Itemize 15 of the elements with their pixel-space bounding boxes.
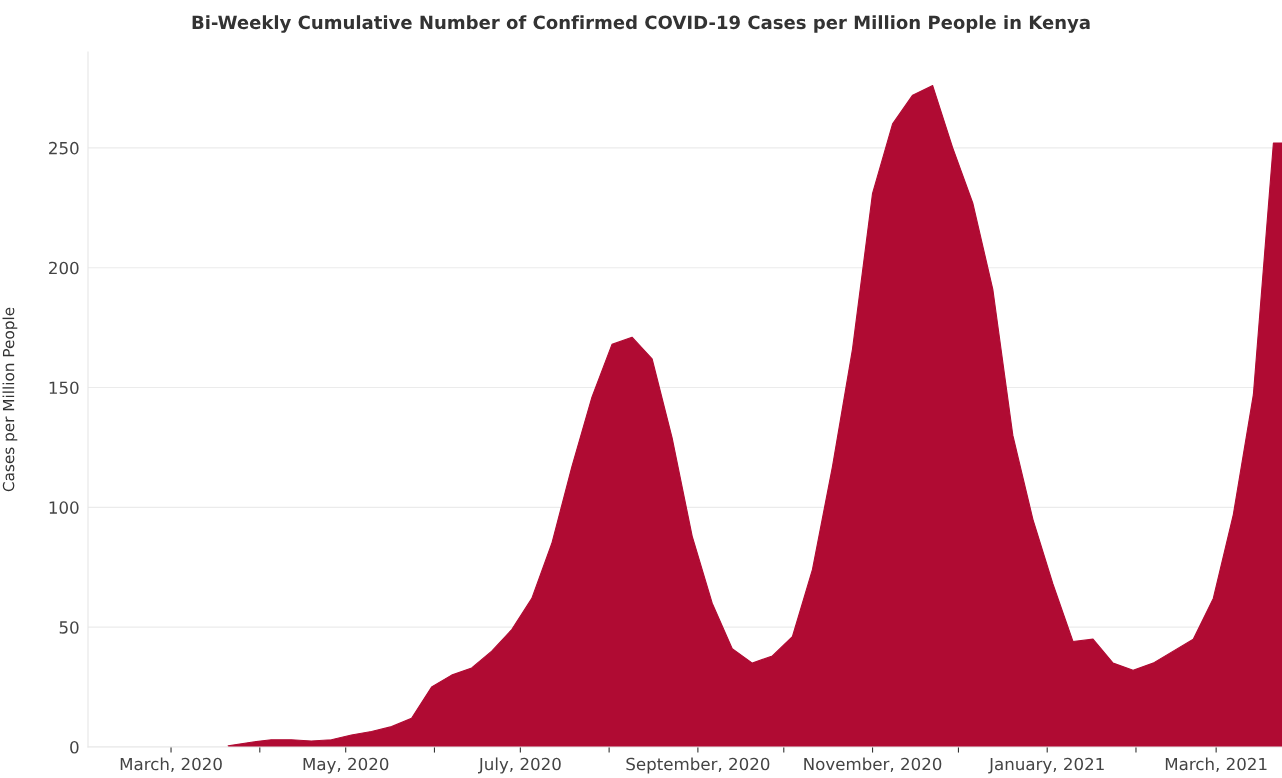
y-tick-label: 250 xyxy=(49,141,79,155)
y-tick-label: 0 xyxy=(70,740,79,754)
chart-title: Bi-Weekly Cumulative Number of Confirmed COVID-19 Cases per Million People in Kenya xyxy=(192,15,1090,33)
y-tick-label: 150 xyxy=(49,381,79,395)
y-axis-title: Cases per Million People xyxy=(2,307,18,492)
y-tick-label: 100 xyxy=(49,501,79,514)
y-tick-label: 50 xyxy=(59,621,79,634)
x-tick-label: July, 2020 xyxy=(478,757,561,774)
x-tick-label: January, 2021 xyxy=(988,757,1104,774)
y-tick-label: 200 xyxy=(49,261,79,275)
x-tick-label: September, 2020 xyxy=(626,757,770,774)
x-tick-label: May, 2020 xyxy=(303,757,389,774)
x-tick-label: March, 2020 xyxy=(120,757,222,773)
x-tick-label: November, 2020 xyxy=(804,757,942,773)
x-tick-label: March, 2021 xyxy=(1165,757,1267,773)
